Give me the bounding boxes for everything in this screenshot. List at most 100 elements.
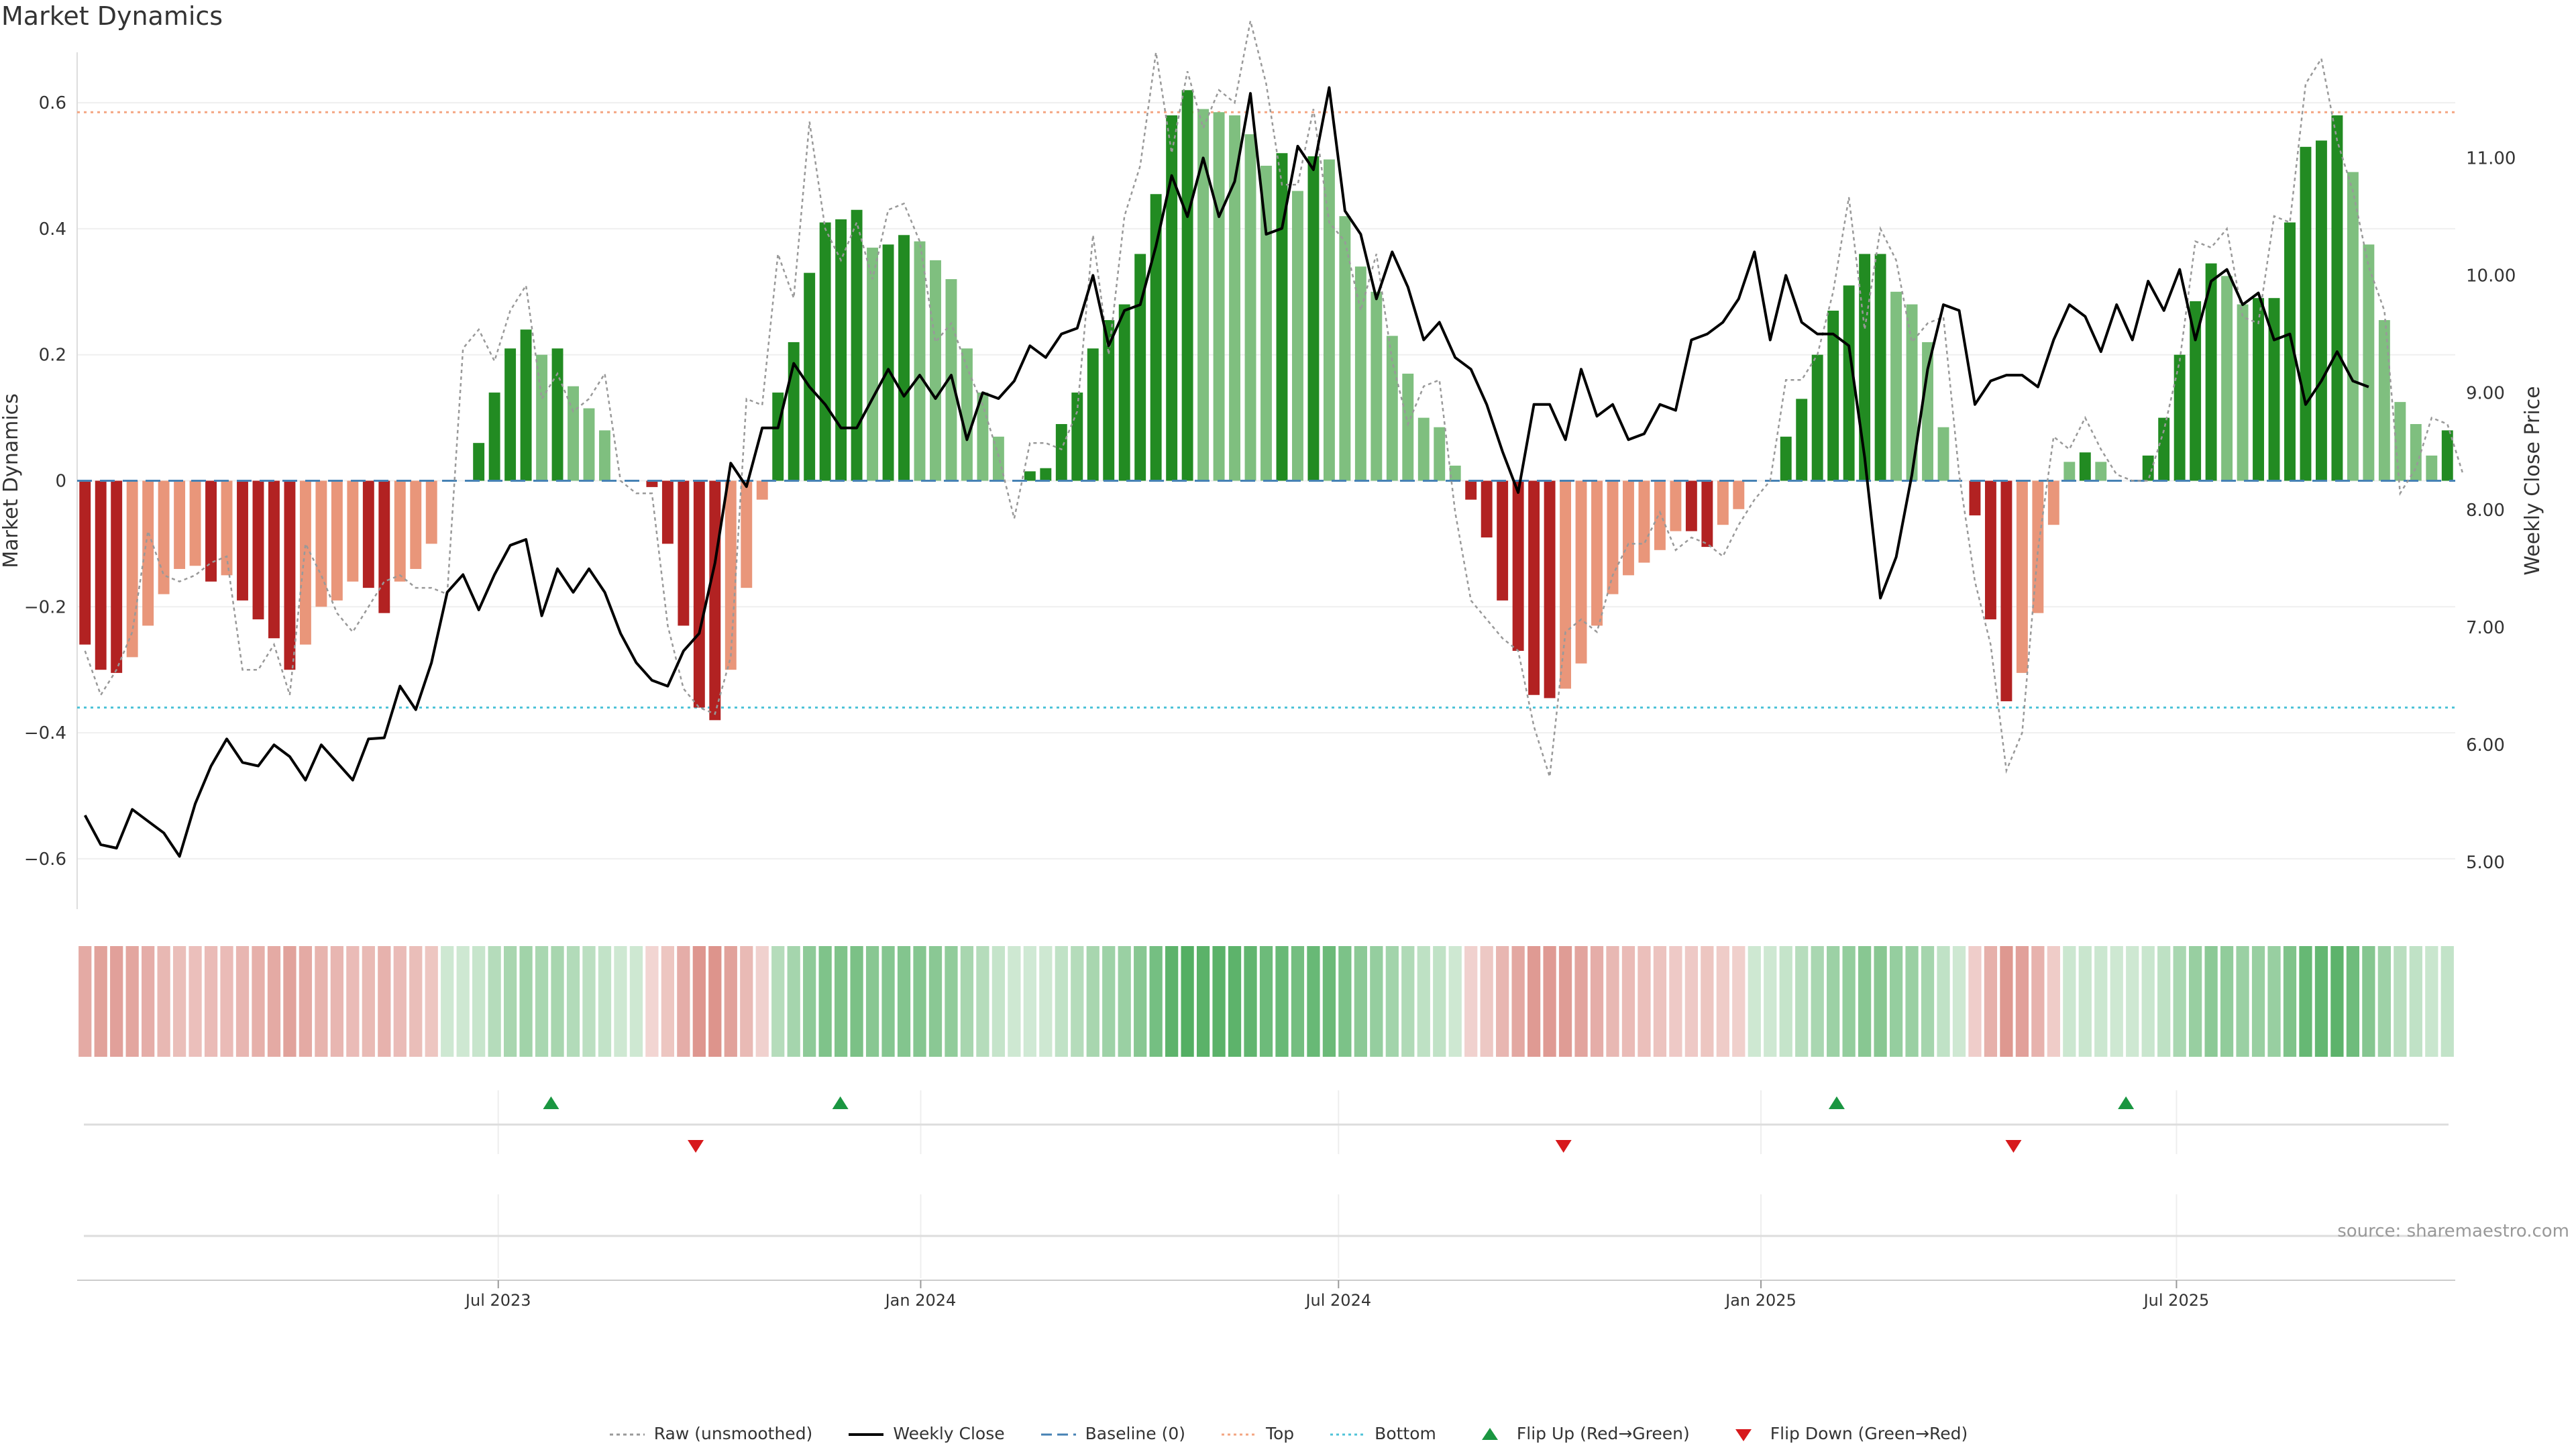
legend-label: Baseline (0) [1085, 1423, 1185, 1443]
state-strip-cell [456, 946, 470, 1057]
md-bar [551, 348, 564, 481]
md-bar [1481, 480, 1493, 538]
md-bar [1087, 348, 1099, 481]
state-strip-cell [1606, 946, 1619, 1057]
x-tick-label: Jul 2023 [464, 1291, 531, 1310]
flip-down-marker [1555, 1140, 1572, 1153]
state-strip-cell [1905, 946, 1919, 1057]
md-bar [741, 480, 753, 588]
md-bar [1024, 471, 1036, 481]
md-bar [1733, 480, 1745, 509]
md-bar [1843, 285, 1855, 481]
state-strip-cell [787, 946, 800, 1057]
md-bar [1213, 112, 1225, 481]
state-strip-cell [2251, 946, 2265, 1057]
md-bar [189, 480, 201, 566]
md-bar [1512, 480, 1524, 652]
state-strip-cell [235, 946, 250, 1057]
md-bar [126, 480, 138, 658]
md-bar [1544, 480, 1556, 698]
md-bar [724, 480, 737, 670]
md-bar [2174, 354, 2186, 481]
md-bar [2441, 430, 2453, 481]
state-strip-cell [1448, 946, 1462, 1057]
bottom-legend-swatch [1330, 1433, 1366, 1435]
md-bar [284, 480, 296, 670]
state-strip-cell [2047, 946, 2060, 1057]
state-strip-cell [677, 946, 690, 1057]
state-strip-cell [2189, 946, 2202, 1057]
md-bar [1591, 480, 1603, 626]
legend-label: Flip Down (Green→Red) [1770, 1423, 1968, 1443]
md-bar [583, 408, 595, 481]
md-bar [2237, 304, 2249, 481]
flip-down-marker [688, 1140, 704, 1153]
state-strip-cell [1228, 946, 1242, 1057]
state-strip-cell [645, 946, 659, 1057]
state-strip-cell [2204, 946, 2218, 1057]
md-bar [331, 480, 343, 601]
state-strip-cell [1338, 946, 1352, 1057]
state-strip-cell [1921, 946, 1935, 1057]
md-bar [347, 480, 359, 582]
state-strip-cell [1086, 946, 1099, 1057]
md-bar [568, 386, 579, 481]
md-bar [1670, 480, 1682, 531]
state-strip-cell [1732, 946, 1746, 1057]
md-bar [1811, 354, 1823, 481]
md-bar [1292, 191, 1303, 481]
md-bar [1417, 417, 1430, 481]
md-bar [1717, 480, 1729, 525]
md-bar [2047, 480, 2059, 525]
flip-down-marker [2005, 1140, 2022, 1153]
state-strip-cell [2425, 946, 2438, 1057]
state-strip-cell [346, 946, 360, 1057]
md-bar [2190, 301, 2202, 481]
state-strip-cell [125, 946, 139, 1057]
md-bar [2284, 222, 2296, 481]
state-strip-cell [78, 946, 92, 1057]
md-bar [898, 235, 910, 481]
state-strip-cell [1621, 946, 1635, 1057]
raw-legend-swatch [609, 1433, 645, 1435]
md-bar [2000, 480, 2012, 702]
md-bar [2347, 172, 2359, 481]
state-strip-cell [1307, 946, 1320, 1057]
md-bar [504, 348, 517, 481]
state-strip-cell [1464, 946, 1478, 1057]
md-bar [1040, 468, 1052, 481]
state-strip-cell [1196, 946, 1210, 1057]
state-strip-cell [189, 946, 202, 1057]
y-right-tick-label: 9.00 [2466, 383, 2505, 403]
state-strip-cell [913, 946, 926, 1057]
md-bar [2205, 263, 2217, 481]
state-strip-cell [378, 946, 391, 1057]
md-bar [772, 393, 784, 481]
md-bar [79, 480, 91, 645]
md-bar [1197, 109, 1210, 481]
md-bar [2016, 480, 2028, 673]
md-bar [1969, 480, 1981, 516]
y-tick-label: 0.4 [39, 219, 66, 240]
state-strip-cell [2000, 946, 2013, 1057]
md-bar [1937, 427, 1949, 481]
state-strip-cell [740, 946, 753, 1057]
legend-item-top: Top [1220, 1424, 1294, 1443]
md-bar [2142, 455, 2154, 481]
state-strip-cell [850, 946, 863, 1057]
state-strip-cell [1889, 946, 1903, 1057]
state-strip-cell [1874, 946, 1887, 1057]
state-strip-cell [2126, 946, 2139, 1057]
md-bar [1118, 304, 1130, 481]
md-bar [2095, 462, 2107, 481]
md-bar [977, 393, 989, 481]
legend-label: Flip Up (Red→Green) [1516, 1423, 1690, 1443]
md-bar [1103, 320, 1115, 481]
state-strip-cell [1134, 946, 1147, 1057]
md-bar [268, 480, 280, 639]
state-strip-cell [598, 946, 612, 1057]
state-strip-cell [1937, 946, 1950, 1057]
close-legend-swatch [849, 1433, 884, 1436]
y-right-tick-label: 8.00 [2466, 501, 2505, 521]
